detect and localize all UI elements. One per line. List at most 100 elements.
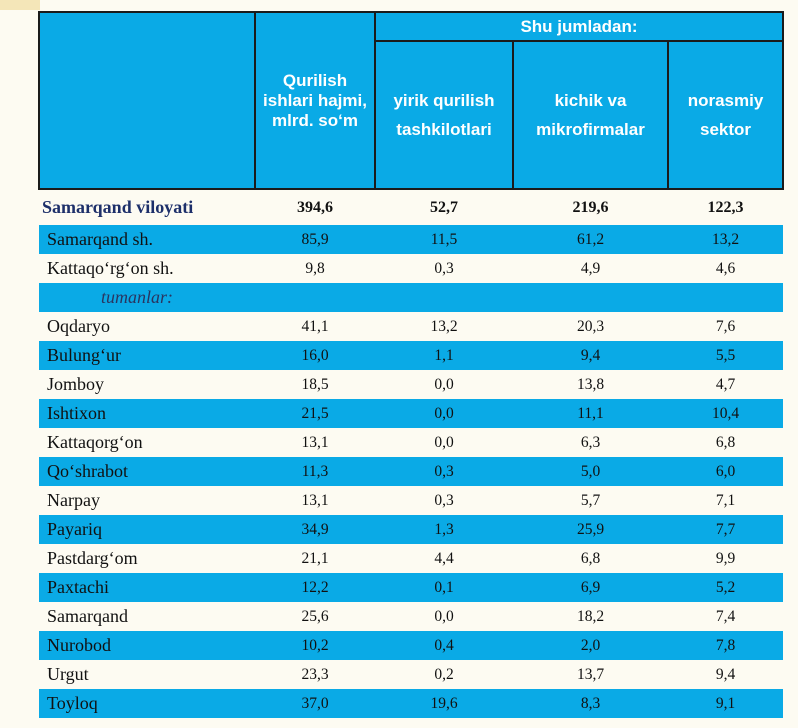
page-corner-accent bbox=[0, 0, 40, 10]
volume-cell: 37,0 bbox=[255, 689, 375, 718]
small-micro-cell: 219,6 bbox=[572, 198, 609, 216]
large-org-cell: 0,0 bbox=[434, 433, 454, 451]
large-org-cell bbox=[375, 283, 513, 312]
informal-cell: 10,4 bbox=[668, 399, 783, 428]
row-name-cell: Pastdarg‘om bbox=[47, 548, 138, 568]
row-name-cell: Narpay bbox=[47, 490, 100, 510]
volume-cell: 23,3 bbox=[301, 665, 329, 683]
header-large-organizations: yirik qurilish tashkilotlari bbox=[374, 40, 514, 190]
volume-cell: 21,5 bbox=[255, 399, 375, 428]
table-row: Kattaqo‘rg‘on sh. 9,8 0,3 4,9 4,6 bbox=[39, 254, 783, 283]
volume-cell: 13,1 bbox=[301, 491, 329, 509]
volume-cell: 10,2 bbox=[255, 631, 375, 660]
table-row: Payariq 34,9 1,3 25,9 7,7 bbox=[39, 515, 783, 544]
large-org-cell: 11,5 bbox=[375, 225, 513, 254]
row-name-cell: Ishtixon bbox=[39, 399, 255, 428]
table-row: Narpay 13,1 0,3 5,7 7,1 bbox=[39, 486, 783, 515]
header-group-including: Shu jumladan: bbox=[374, 11, 784, 42]
small-micro-cell: 11,1 bbox=[513, 399, 668, 428]
informal-cell: 122,3 bbox=[707, 198, 744, 216]
volume-cell: 11,3 bbox=[255, 457, 375, 486]
statistics-table-frame: Qurilish ishlari hajmi, mlrd. so‘m Shu j… bbox=[38, 11, 784, 728]
table-row: Bulung‘ur 16,0 1,1 9,4 5,5 bbox=[39, 341, 783, 370]
header-informal-sector: norasmiy sektor bbox=[667, 40, 784, 190]
header-empty-cell bbox=[38, 11, 256, 190]
table-row: Pastdarg‘om 21,1 4,4 6,8 9,9 bbox=[39, 544, 783, 573]
row-name-cell: Paxtachi bbox=[39, 573, 255, 602]
large-org-cell: 4,4 bbox=[434, 549, 454, 567]
informal-cell: 9,1 bbox=[668, 689, 783, 718]
table-row-section: tumanlar: bbox=[39, 283, 783, 312]
volume-cell: 12,2 bbox=[255, 573, 375, 602]
small-micro-cell: 8,3 bbox=[513, 689, 668, 718]
table-row: Oqdaryo 41,1 13,2 20,3 7,6 bbox=[39, 312, 783, 341]
volume-cell: 25,6 bbox=[301, 607, 329, 625]
small-micro-cell: 13,8 bbox=[576, 375, 605, 393]
header-small-microfirms: kichik va mikrofirmalar bbox=[512, 40, 669, 190]
table-row-total: Samarqand viloyati 394,6 52,7 219,6 122,3 bbox=[39, 189, 783, 225]
volume-cell: 9,8 bbox=[305, 259, 325, 277]
informal-cell bbox=[668, 283, 783, 312]
volume-cell: 41,1 bbox=[301, 317, 329, 335]
large-org-cell: 0,3 bbox=[434, 491, 454, 509]
table-row: Nurobod 10,2 0,4 2,0 7,8 bbox=[39, 631, 783, 660]
table-row: Samarqand 25,6 0,0 18,2 7,4 bbox=[39, 602, 783, 631]
row-name-cell: Toyloq bbox=[39, 689, 255, 718]
row-name-cell: Qo‘shrabot bbox=[39, 457, 255, 486]
small-micro-cell: 6,8 bbox=[580, 549, 601, 567]
large-org-cell: 0,3 bbox=[434, 259, 454, 277]
small-micro-cell bbox=[513, 283, 668, 312]
informal-cell: 7,4 bbox=[715, 607, 736, 625]
large-org-cell: 0,1 bbox=[375, 573, 513, 602]
table-row: Samarqand sh. 85,9 11,5 61,2 13,2 bbox=[39, 225, 783, 254]
row-name-cell: Samarqand bbox=[47, 606, 128, 626]
large-org-cell: 0,3 bbox=[375, 457, 513, 486]
volume-cell: 21,1 bbox=[301, 549, 329, 567]
large-org-cell: 0,4 bbox=[375, 631, 513, 660]
large-org-cell: 0,0 bbox=[434, 375, 454, 393]
volume-cell bbox=[255, 283, 375, 312]
table-row: Qo‘shrabot 11,3 0,3 5,0 6,0 bbox=[39, 457, 783, 486]
table-row: Jomboy 18,5 0,0 13,8 4,7 bbox=[39, 370, 783, 399]
row-name-cell: Kattaqorg‘on bbox=[47, 432, 143, 452]
table-row: Ishtixon 21,5 0,0 11,1 10,4 bbox=[39, 399, 783, 428]
small-micro-cell: 6,9 bbox=[513, 573, 668, 602]
volume-cell: 394,6 bbox=[297, 198, 333, 216]
informal-cell: 7,6 bbox=[715, 317, 736, 335]
large-org-cell: 0,2 bbox=[434, 665, 454, 683]
informal-cell: 13,2 bbox=[668, 225, 783, 254]
small-micro-cell: 2,0 bbox=[513, 631, 668, 660]
small-micro-cell: 4,9 bbox=[580, 259, 601, 277]
informal-cell: 7,7 bbox=[668, 515, 783, 544]
row-name-cell: Samarqand viloyati bbox=[42, 197, 194, 217]
large-org-cell: 19,6 bbox=[375, 689, 513, 718]
small-micro-cell: 5,7 bbox=[580, 491, 601, 509]
informal-cell: 5,5 bbox=[668, 341, 783, 370]
row-name-cell: Payariq bbox=[39, 515, 255, 544]
small-micro-cell: 6,3 bbox=[580, 433, 601, 451]
large-org-cell: 1,1 bbox=[375, 341, 513, 370]
row-name-cell: Kattaqo‘rg‘on sh. bbox=[47, 258, 174, 278]
table-body: Samarqand viloyati 394,6 52,7 219,6 122,3 Sam… bbox=[39, 189, 783, 718]
large-org-cell: 1,3 bbox=[375, 515, 513, 544]
large-org-cell: 0,0 bbox=[375, 399, 513, 428]
informal-cell: 7,1 bbox=[715, 491, 736, 509]
small-micro-cell: 25,9 bbox=[513, 515, 668, 544]
small-micro-cell: 9,4 bbox=[513, 341, 668, 370]
row-name-cell: tumanlar: bbox=[39, 283, 255, 312]
header-volume: Qurilish ishlari hajmi, mlrd. so‘m bbox=[254, 11, 376, 190]
row-name-cell: Bulung‘ur bbox=[39, 341, 255, 370]
large-org-cell: 52,7 bbox=[430, 198, 458, 216]
informal-cell: 5,2 bbox=[668, 573, 783, 602]
table-row: Kattaqorg‘on 13,1 0,0 6,3 6,8 bbox=[39, 428, 783, 457]
small-micro-cell: 61,2 bbox=[513, 225, 668, 254]
small-micro-cell: 5,0 bbox=[513, 457, 668, 486]
small-micro-cell: 13,7 bbox=[576, 665, 605, 683]
volume-cell: 18,5 bbox=[301, 375, 329, 393]
row-name-cell: Urgut bbox=[47, 664, 89, 684]
large-org-cell: 13,2 bbox=[430, 317, 458, 335]
informal-cell: 9,9 bbox=[715, 549, 736, 567]
row-name-cell: Nurobod bbox=[39, 631, 255, 660]
informal-cell: 6,0 bbox=[668, 457, 783, 486]
informal-cell: 9,4 bbox=[715, 665, 736, 683]
